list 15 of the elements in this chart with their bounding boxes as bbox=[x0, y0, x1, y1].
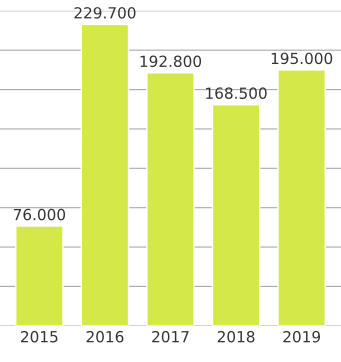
bar bbox=[80, 24, 130, 326]
x-tick-label: 2018 bbox=[218, 330, 254, 342]
bar bbox=[15, 225, 64, 326]
bar bbox=[146, 72, 195, 326]
bar bbox=[277, 69, 326, 326]
x-tick-label: 2015 bbox=[21, 330, 58, 342]
data-label: 76.000 bbox=[14, 208, 66, 220]
data-label: 192.800 bbox=[140, 56, 202, 68]
x-tick-label: 2019 bbox=[283, 330, 320, 342]
x-tick-label: 2017 bbox=[152, 330, 189, 342]
data-label: 168.500 bbox=[206, 87, 267, 99]
x-tick-label: 2016 bbox=[86, 330, 124, 342]
bar bbox=[212, 104, 260, 326]
data-label: 195.000 bbox=[272, 52, 332, 64]
data-label: 229.700 bbox=[74, 7, 136, 19]
